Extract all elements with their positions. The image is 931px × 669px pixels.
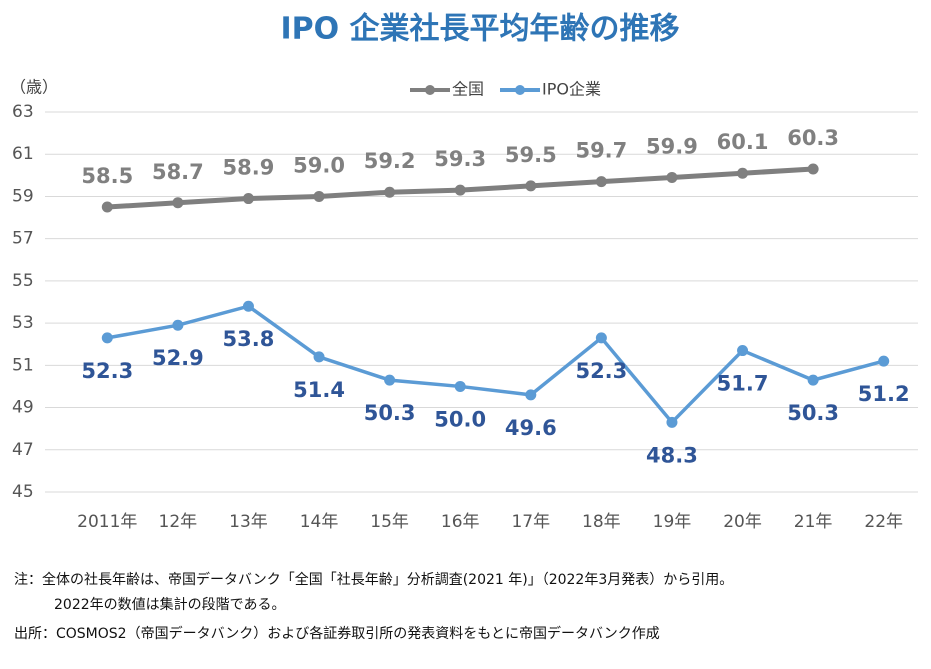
note: 注：全体の社長年齢は、帝国データバンク「全国「社長年齢」分析調査(2021 年)… (14, 571, 733, 588)
marker (384, 374, 396, 386)
note: 出所：COSMOS2（帝国データバンク）および各証券取引所の発表資料をもとに帝国… (14, 625, 660, 642)
marker (384, 186, 396, 198)
x-tick-label: 15年 (370, 512, 409, 532)
value-label: 59.0 (293, 153, 345, 177)
y-tick-label: 45 (12, 482, 34, 502)
marker (737, 345, 749, 357)
value-label: 51.2 (858, 382, 910, 406)
x-tick-label: 12年 (159, 512, 198, 532)
marker (807, 374, 819, 386)
value-label: 60.3 (787, 126, 839, 150)
y-tick-label: 47 (12, 440, 34, 460)
legend-marker (515, 85, 525, 95)
marker (454, 380, 466, 392)
x-tick-label: 20年 (723, 512, 762, 532)
y-tick-label: 55 (12, 271, 34, 291)
y-tick-label: 59 (12, 186, 34, 206)
chart-title: IPO 企業社長平均年齢の推移 (280, 12, 679, 47)
legend-marker (425, 85, 435, 95)
marker (101, 201, 113, 213)
marker (101, 332, 113, 344)
marker (807, 163, 819, 175)
marker (595, 332, 607, 344)
y-tick-label: 49 (12, 398, 34, 418)
x-tick-label: 14年 (300, 512, 339, 532)
marker (595, 176, 607, 188)
value-label: 50.0 (434, 407, 486, 431)
value-label: 58.5 (81, 164, 133, 188)
value-label: 60.1 (717, 130, 769, 154)
marker (242, 193, 254, 205)
value-label: 53.8 (223, 327, 275, 351)
value-label: 59.7 (575, 139, 627, 163)
value-label: 59.5 (505, 143, 557, 167)
x-tick-label: 2011年 (77, 512, 137, 532)
value-label: 52.3 (575, 359, 627, 383)
marker (172, 197, 184, 209)
value-label: 50.3 (364, 401, 416, 425)
y-tick-label: 57 (12, 229, 34, 249)
value-label: 50.3 (787, 401, 839, 425)
value-label: 51.7 (717, 372, 769, 396)
marker (666, 171, 678, 183)
value-label: 59.3 (434, 147, 486, 171)
series-line (106, 304, 885, 425)
value-label: 58.9 (223, 156, 275, 180)
value-label: 51.4 (293, 378, 345, 402)
value-label: 58.7 (152, 160, 204, 184)
x-tick-label: 18年 (582, 512, 621, 532)
marker (242, 300, 254, 312)
marker (525, 180, 537, 192)
marker (525, 389, 537, 401)
note: 2022年の数値は集計の段階である。 (54, 596, 286, 613)
marker (313, 351, 325, 363)
value-label: 59.9 (646, 134, 698, 158)
x-tick-label: 22年 (864, 512, 903, 532)
y-tick-label: 53 (12, 313, 34, 333)
value-label: 49.6 (505, 416, 557, 440)
x-tick-label: 19年 (653, 512, 692, 532)
x-tick-label: 21年 (794, 512, 833, 532)
y-tick-label: 51 (12, 355, 34, 375)
x-tick-label: 16年 (441, 512, 480, 532)
value-label: 59.2 (364, 149, 416, 173)
marker (454, 184, 466, 196)
marker (172, 319, 184, 331)
y-axis-label: （歳） (10, 78, 58, 97)
y-tick-label: 63 (12, 102, 34, 122)
marker (878, 355, 890, 367)
value-label: 48.3 (646, 443, 698, 467)
legend-label: IPO企業 (542, 80, 601, 99)
x-tick-label: 13年 (229, 512, 268, 532)
value-label: 52.9 (152, 346, 204, 370)
value-label: 52.3 (81, 359, 133, 383)
marker (737, 167, 749, 179)
marker (666, 416, 678, 428)
y-tick-label: 61 (12, 144, 34, 164)
x-tick-label: 17年 (511, 512, 550, 532)
legend-label: 全国 (452, 80, 484, 99)
marker (313, 190, 325, 202)
